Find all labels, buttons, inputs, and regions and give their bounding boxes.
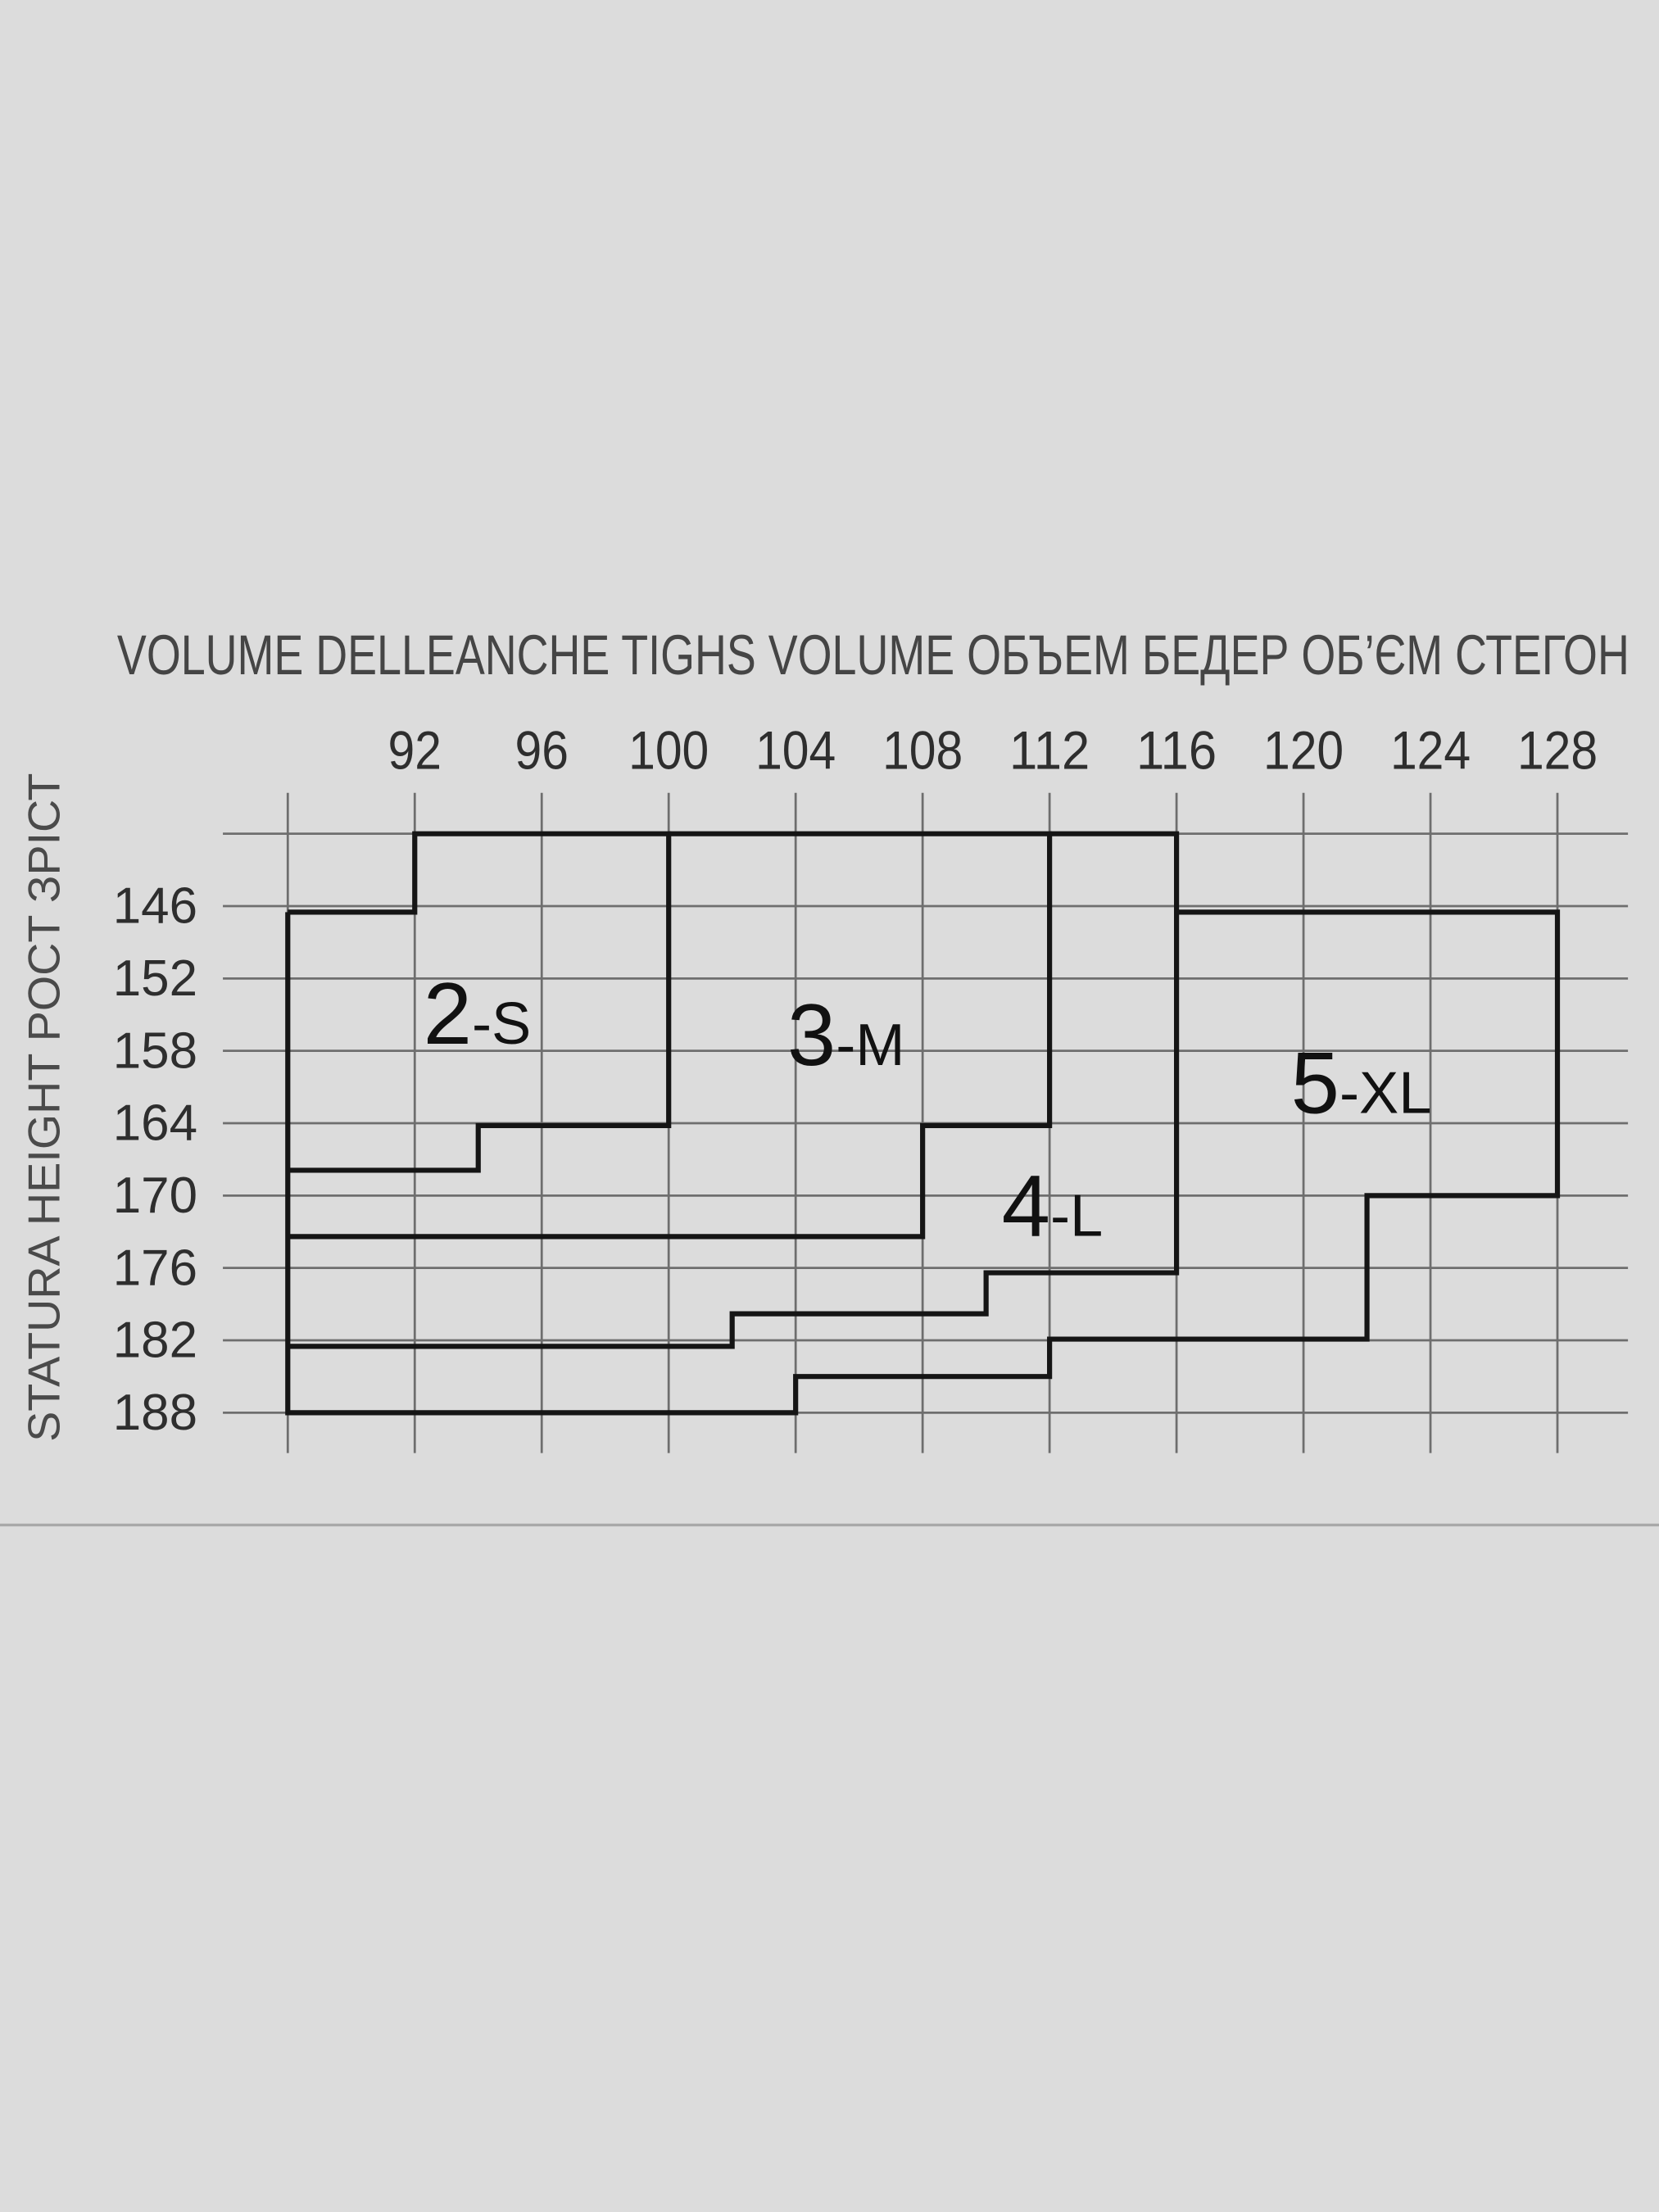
size-boundary-5-xl xyxy=(285,909,1561,1416)
y-tick-label: 170 xyxy=(113,1167,197,1224)
size-boundary-4-l xyxy=(288,831,1180,1349)
size-boundaries xyxy=(285,831,1561,1416)
size-number: 3 xyxy=(787,986,836,1084)
size-letter: -XL xyxy=(1339,1061,1432,1126)
size-label: 4-L xyxy=(1002,1156,1104,1254)
x-tick-label: 124 xyxy=(1390,720,1471,780)
size-label: 2-S xyxy=(424,964,532,1063)
x-tick-label: 108 xyxy=(882,720,963,780)
x-tick-label: 104 xyxy=(755,720,836,780)
size-letter: -L xyxy=(1050,1183,1103,1249)
size-boundary-2-s xyxy=(288,831,672,1173)
size-letter: -M xyxy=(836,1013,904,1078)
size-label: 5-XL xyxy=(1291,1034,1432,1132)
x-ticks: 92 96 100 104 108 112 116 120 124 128 xyxy=(388,720,1598,780)
y-tick-label: 158 xyxy=(113,1022,197,1079)
size-label: 3-M xyxy=(787,986,905,1084)
x-tick-label: 92 xyxy=(388,720,442,780)
y-tick-label: 152 xyxy=(113,950,197,1007)
y-tick-label: 146 xyxy=(113,878,197,935)
y-tick-label: 182 xyxy=(113,1312,197,1369)
x-tick-label: 96 xyxy=(515,720,569,780)
y-ticks: 146 152 158 164 170 176 182 188 xyxy=(113,878,197,1441)
y-axis-label: STATURA HEIGHT POCT ЗРІСТ xyxy=(18,773,69,1442)
y-tick-label: 164 xyxy=(113,1095,197,1152)
x-tick-label: 120 xyxy=(1263,720,1344,780)
x-tick-label: 116 xyxy=(1136,720,1217,780)
size-letter: -S xyxy=(472,991,531,1057)
chart-title: VOLUME DELLEANCHE TIGHS VOLUME ОБЪЕМ БЕД… xyxy=(117,623,1630,687)
x-tick-label: 112 xyxy=(1009,720,1090,780)
x-tick-label: 100 xyxy=(628,720,709,780)
y-tick-label: 188 xyxy=(113,1385,197,1441)
size-labels: 2-S 3-M 4-L 5-XL xyxy=(424,964,1432,1254)
x-tick-label: 128 xyxy=(1517,720,1598,780)
size-number: 5 xyxy=(1291,1034,1339,1132)
size-number: 4 xyxy=(1002,1156,1050,1254)
y-tick-label: 176 xyxy=(113,1240,197,1296)
size-number: 2 xyxy=(424,964,472,1063)
size-boundary-3-m xyxy=(288,831,1053,1240)
